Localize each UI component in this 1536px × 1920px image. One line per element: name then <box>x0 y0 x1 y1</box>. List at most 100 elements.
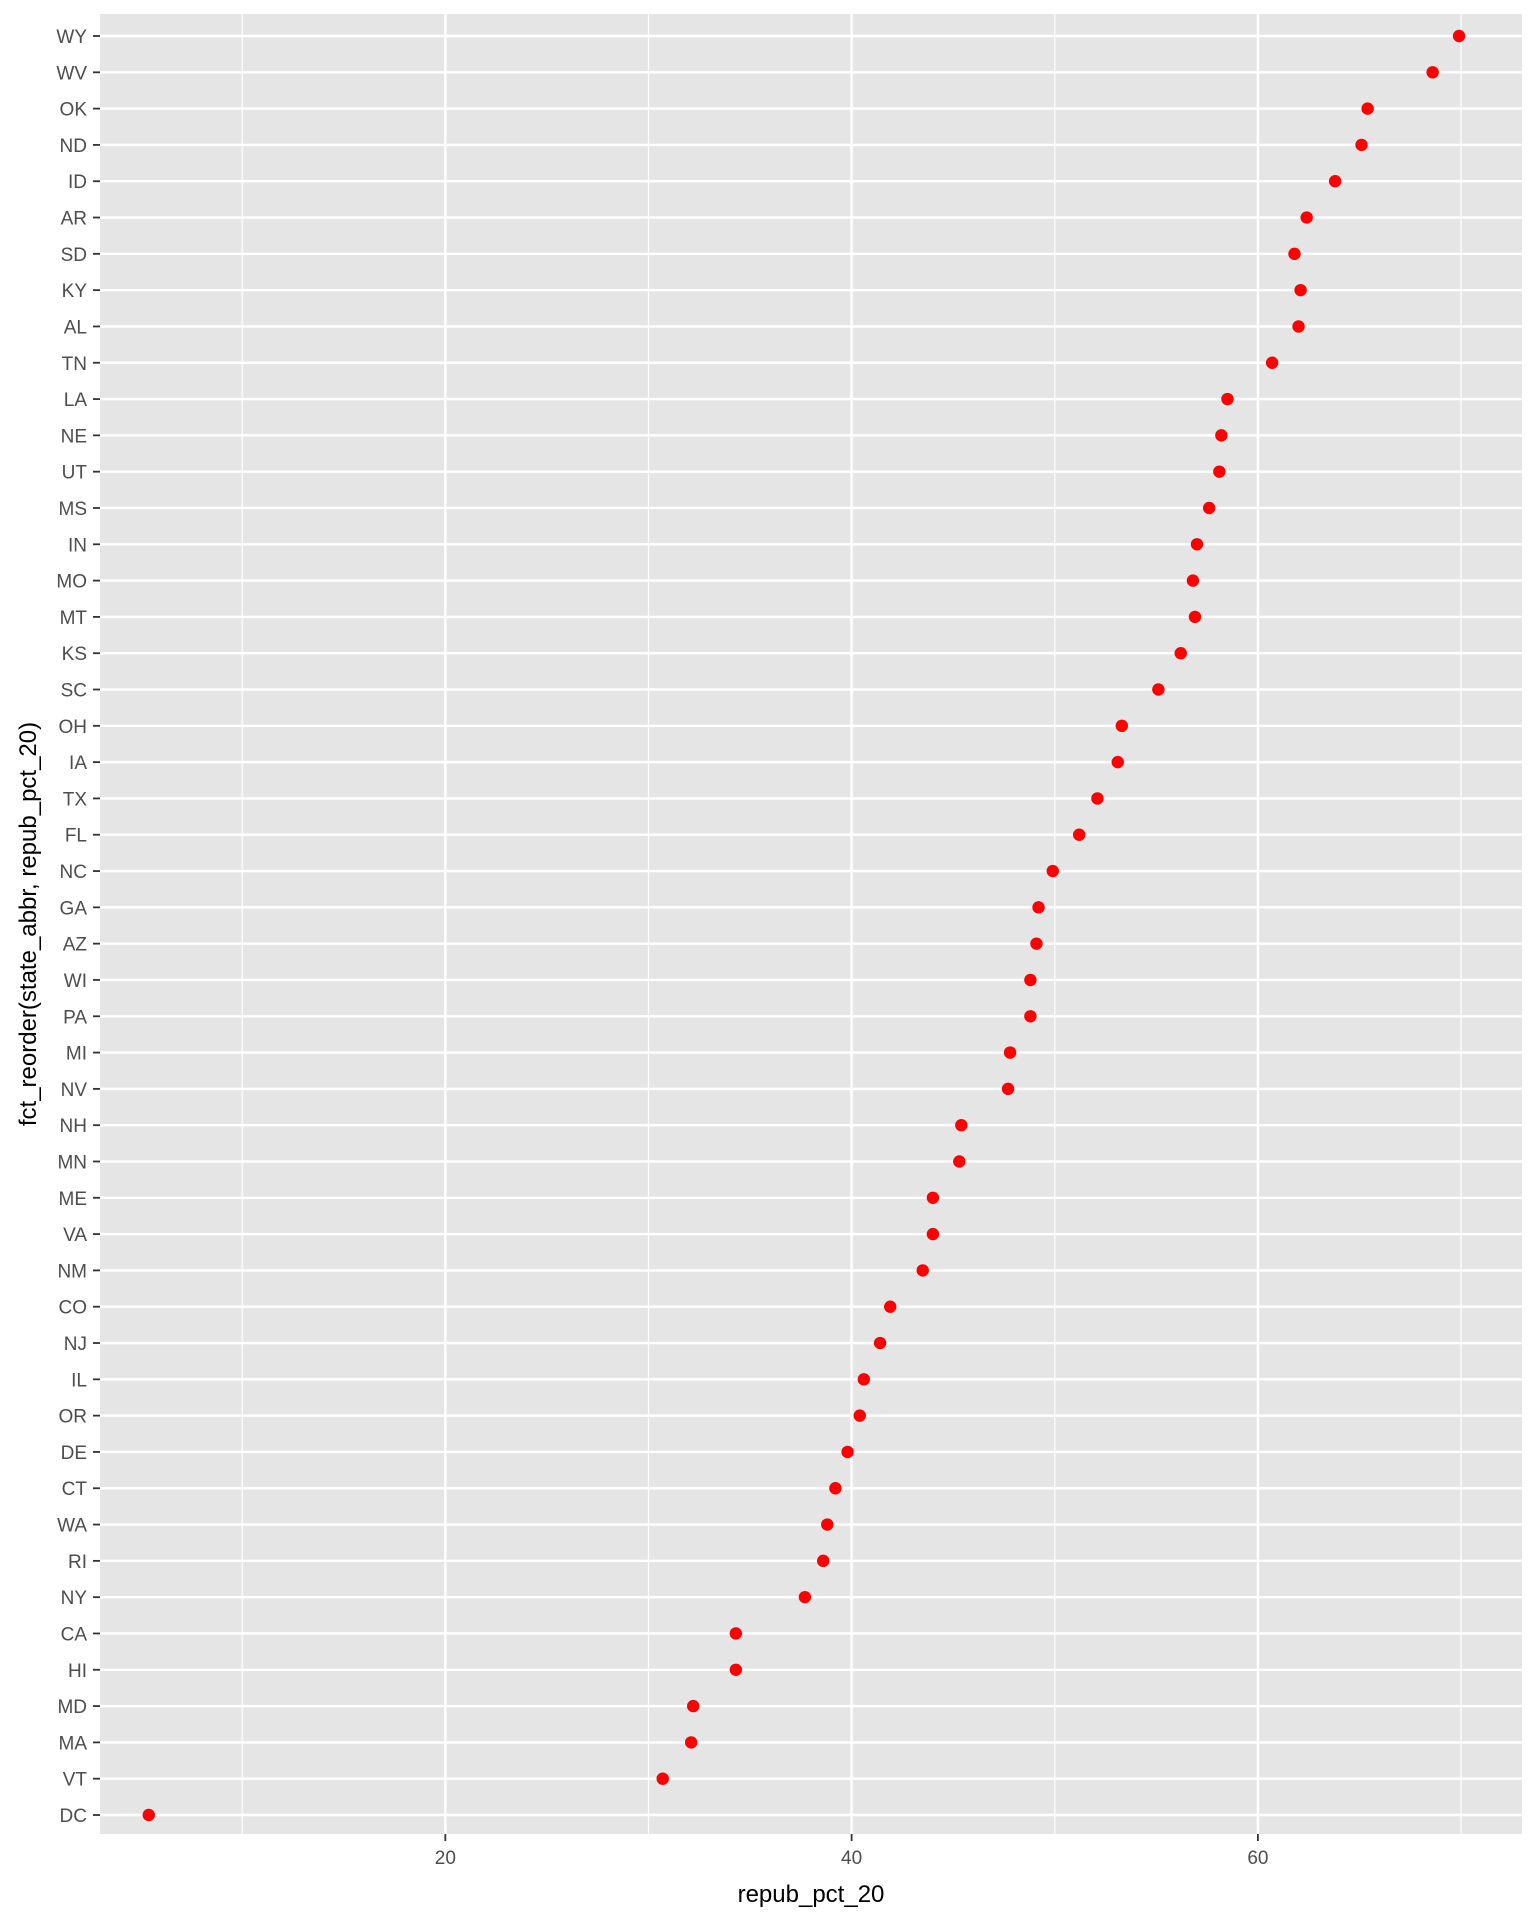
y-tick-label-PA: PA <box>63 1007 87 1028</box>
y-tick-label-ND: ND <box>60 136 87 157</box>
y-tick-label-IL: IL <box>71 1370 87 1391</box>
y-tick-label-AZ: AZ <box>63 935 88 956</box>
plot-panel <box>100 14 1522 1834</box>
point-DE <box>841 1445 854 1459</box>
y-tick-label-NC: NC <box>60 862 87 883</box>
point-ID <box>1328 175 1342 188</box>
y-tick-label-CA: CA <box>61 1624 88 1645</box>
point-MD <box>686 1699 700 1713</box>
point-NY <box>798 1590 812 1604</box>
y-tick-label-RI: RI <box>68 1552 87 1573</box>
y-tick-label-LA: LA <box>64 390 88 411</box>
point-MS <box>1202 501 1216 515</box>
y-tick-label-SC: SC <box>61 681 87 702</box>
point-WY <box>1452 29 1466 43</box>
point-WI <box>1024 973 1037 987</box>
point-WV <box>1426 66 1439 79</box>
point-HI <box>729 1663 743 1676</box>
y-tick-label-VA: VA <box>63 1225 87 1246</box>
point-MT <box>1188 610 1202 624</box>
point-AL <box>1292 320 1305 333</box>
point-TN <box>1265 356 1279 369</box>
point-NV <box>1001 1082 1015 1096</box>
y-tick-label-OK: OK <box>60 100 88 121</box>
y-tick-label-NM: NM <box>57 1261 87 1282</box>
point-DC <box>142 1808 155 1822</box>
y-tick-label-MT: MT <box>60 608 88 629</box>
y-tick-label-UT: UT <box>62 463 88 484</box>
y-tick-label-TX: TX <box>63 789 88 810</box>
y-tick-label-NJ: NJ <box>64 1334 87 1355</box>
point-WA <box>821 1518 834 1531</box>
y-tick-label-VT: VT <box>63 1770 88 1791</box>
point-CA <box>729 1627 743 1640</box>
y-tick-label-IN: IN <box>68 535 87 556</box>
y-tick-label-OH: OH <box>59 717 88 738</box>
point-AR <box>1300 211 1313 224</box>
point-OR <box>853 1409 866 1422</box>
point-SD <box>1288 247 1301 261</box>
point-FL <box>1072 828 1086 841</box>
y-tick-label-KY: KY <box>62 281 88 302</box>
point-MO <box>1186 574 1200 587</box>
point-NM <box>916 1264 929 1277</box>
y-tick-label-ME: ME <box>59 1189 88 1210</box>
y-tick-label-HI: HI <box>68 1661 87 1682</box>
y-tick-label-MA: MA <box>59 1733 88 1754</box>
point-TX <box>1091 792 1104 805</box>
y-tick-label-TN: TN <box>62 354 87 375</box>
point-VT <box>656 1772 669 1785</box>
point-CO <box>884 1300 897 1313</box>
point-NH <box>955 1118 968 1132</box>
y-tick-label-MO: MO <box>56 572 87 593</box>
point-MA <box>684 1736 698 1749</box>
y-tick-label-IA: IA <box>69 753 87 774</box>
point-MI <box>1003 1046 1017 1059</box>
x-tick-label-20: 20 <box>435 1848 456 1869</box>
y-tick-label-CO: CO <box>59 1298 88 1319</box>
y-tick-label-NV: NV <box>61 1080 88 1101</box>
y-tick-label-GA: GA <box>60 898 88 919</box>
y-tick-label-SD: SD <box>61 245 87 266</box>
x-axis-title: repub_pct_20 <box>738 1881 885 1908</box>
y-tick-label-AL: AL <box>64 317 87 338</box>
point-SC <box>1152 683 1165 696</box>
y-tick-label-OR: OR <box>59 1407 88 1428</box>
x-tick-label-60: 60 <box>1247 1848 1268 1869</box>
point-CT <box>829 1482 842 1495</box>
y-tick-label-NY: NY <box>61 1588 88 1609</box>
point-LA <box>1221 392 1234 406</box>
point-IA <box>1111 755 1124 769</box>
y-tick-label-DE: DE <box>61 1443 87 1464</box>
point-AZ <box>1030 937 1043 950</box>
data-points <box>142 29 1466 1822</box>
point-IN <box>1190 538 1204 551</box>
y-tick-label-AR: AR <box>61 209 87 230</box>
point-UT <box>1213 465 1226 478</box>
y-tick-label-NH: NH <box>60 1116 87 1137</box>
y-tick-label-WY: WY <box>56 27 87 48</box>
y-tick-label-MD: MD <box>57 1697 87 1718</box>
point-OK <box>1361 102 1374 115</box>
point-NJ <box>873 1336 887 1350</box>
y-tick-label-MI: MI <box>66 1044 87 1065</box>
y-tick-label-FL: FL <box>65 826 87 847</box>
minor-gridlines <box>241 14 1462 1834</box>
point-NC <box>1046 864 1059 878</box>
point-ME <box>926 1191 940 1204</box>
y-tick-label-DC: DC <box>60 1806 87 1827</box>
major-gridlines <box>100 14 1522 1834</box>
point-GA <box>1032 901 1045 914</box>
y-tick-label-ID: ID <box>68 172 87 193</box>
point-ND <box>1355 138 1368 152</box>
y-tick-label-NE: NE <box>61 426 87 447</box>
y-tick-label-KS: KS <box>62 644 87 665</box>
y-axis-title: fct_reorder(state_abbr, repub_pct_20) <box>15 722 42 1126</box>
y-tick-label-WI: WI <box>64 971 87 992</box>
y-tick-label-WA: WA <box>57 1516 87 1537</box>
point-IL <box>857 1373 871 1386</box>
point-KY <box>1294 283 1307 297</box>
y-tick-label-MN: MN <box>57 1152 87 1173</box>
point-RI <box>816 1554 830 1568</box>
